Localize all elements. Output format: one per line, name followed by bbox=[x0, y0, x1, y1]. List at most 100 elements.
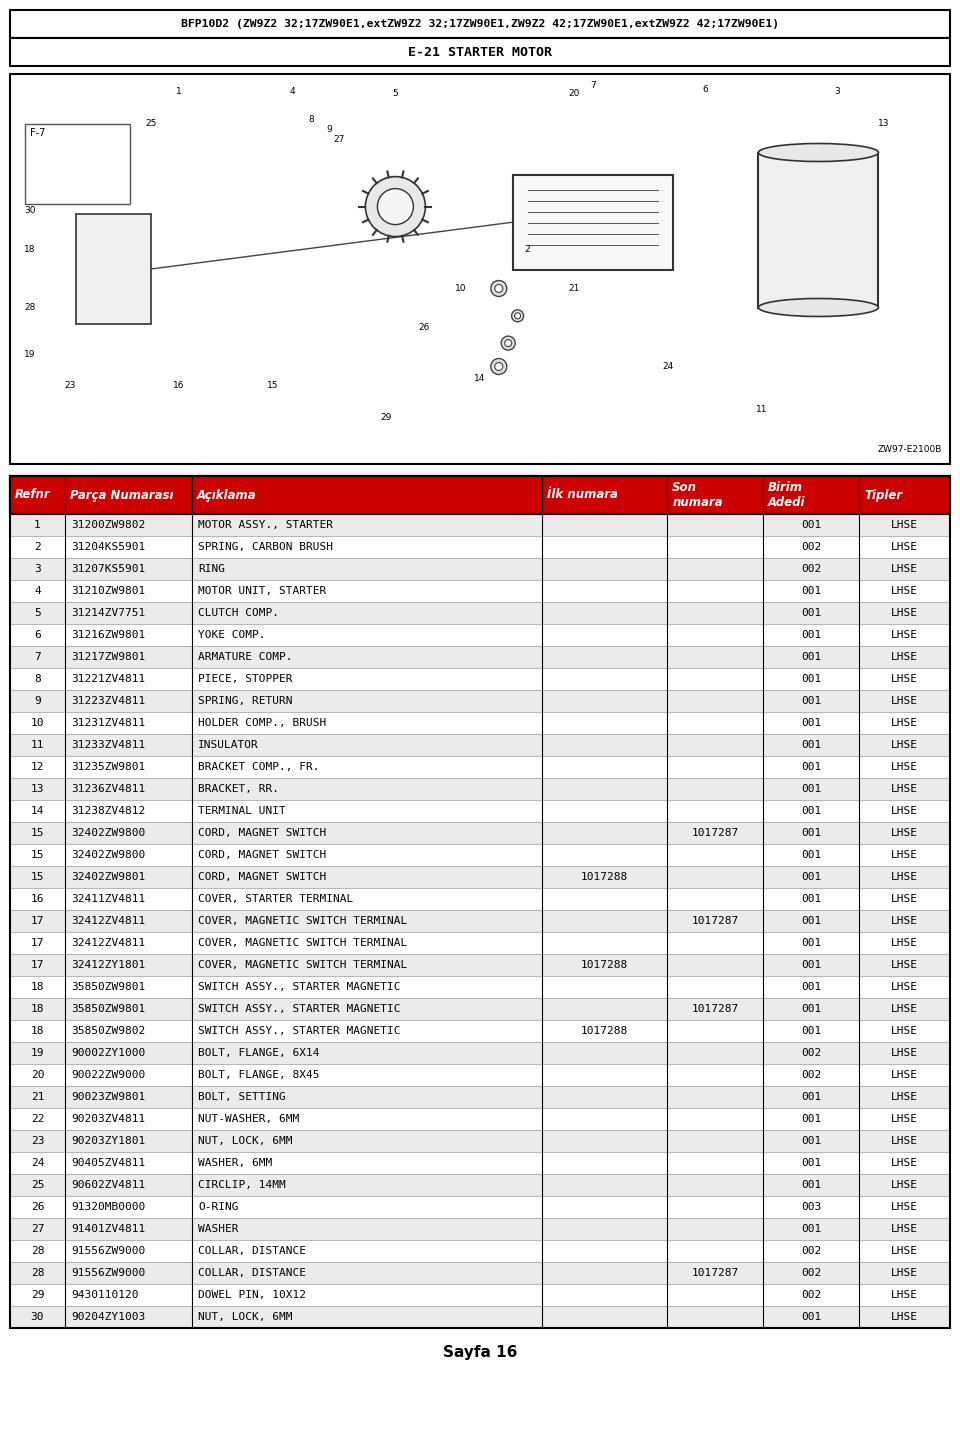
Bar bbox=[10, 601, 950, 625]
Text: 27: 27 bbox=[333, 135, 345, 143]
Text: CLUTCH COMP.: CLUTCH COMP. bbox=[198, 609, 279, 619]
Text: SWITCH ASSY., STARTER MAGNETIC: SWITCH ASSY., STARTER MAGNETIC bbox=[198, 1004, 400, 1014]
Bar bbox=[10, 668, 950, 690]
Text: 10: 10 bbox=[455, 284, 467, 293]
Text: 6: 6 bbox=[34, 630, 41, 640]
Text: 2: 2 bbox=[34, 542, 41, 552]
Text: Birim
Adedi: Birim Adedi bbox=[768, 481, 805, 509]
Text: 15: 15 bbox=[31, 827, 44, 838]
Text: 23: 23 bbox=[31, 1136, 44, 1146]
Text: 19: 19 bbox=[31, 1048, 44, 1058]
Text: 19: 19 bbox=[24, 351, 36, 359]
Text: 35850ZW9801: 35850ZW9801 bbox=[71, 982, 146, 993]
Bar bbox=[10, 1085, 950, 1108]
Text: 15: 15 bbox=[31, 851, 44, 861]
Text: 002: 002 bbox=[801, 1290, 822, 1300]
Text: SWITCH ASSY., STARTER MAGNETIC: SWITCH ASSY., STARTER MAGNETIC bbox=[198, 982, 400, 993]
Text: 31217ZW9801: 31217ZW9801 bbox=[71, 652, 146, 662]
Bar bbox=[10, 1152, 950, 1174]
Text: 16: 16 bbox=[31, 894, 44, 904]
Text: 31233ZV4811: 31233ZV4811 bbox=[71, 740, 146, 751]
Text: 17: 17 bbox=[31, 916, 44, 926]
Circle shape bbox=[512, 310, 523, 322]
Text: 23: 23 bbox=[64, 381, 76, 390]
Text: 28: 28 bbox=[31, 1246, 44, 1256]
Text: LHSE: LHSE bbox=[891, 982, 919, 993]
Bar bbox=[10, 646, 950, 668]
Text: RING: RING bbox=[198, 564, 225, 574]
Text: 6: 6 bbox=[703, 84, 708, 94]
Text: 28: 28 bbox=[31, 1268, 44, 1278]
Text: 22: 22 bbox=[31, 1114, 44, 1124]
Circle shape bbox=[491, 281, 507, 297]
Text: 1017288: 1017288 bbox=[581, 872, 629, 882]
Text: 13: 13 bbox=[878, 119, 890, 129]
Text: 15: 15 bbox=[268, 381, 279, 390]
Text: 29: 29 bbox=[31, 1290, 44, 1300]
Text: LHSE: LHSE bbox=[891, 674, 919, 684]
Text: LHSE: LHSE bbox=[891, 1179, 919, 1190]
Circle shape bbox=[366, 177, 425, 236]
Bar bbox=[10, 1306, 950, 1327]
Text: LHSE: LHSE bbox=[891, 872, 919, 882]
Circle shape bbox=[505, 339, 512, 346]
Bar bbox=[10, 580, 950, 601]
Text: 10: 10 bbox=[31, 719, 44, 727]
Text: COVER, STARTER TERMINAL: COVER, STARTER TERMINAL bbox=[198, 894, 353, 904]
Text: 14: 14 bbox=[31, 806, 44, 816]
Text: 002: 002 bbox=[801, 542, 822, 552]
Bar bbox=[10, 536, 950, 558]
Text: 15: 15 bbox=[31, 872, 44, 882]
Bar bbox=[10, 1042, 950, 1064]
Text: NUT, LOCK, 6MM: NUT, LOCK, 6MM bbox=[198, 1311, 293, 1321]
Text: 2: 2 bbox=[524, 245, 530, 254]
Text: 001: 001 bbox=[801, 1136, 822, 1146]
Text: 001: 001 bbox=[801, 696, 822, 706]
Circle shape bbox=[494, 362, 503, 371]
Text: ZW97-E2100B: ZW97-E2100B bbox=[877, 445, 942, 454]
Text: 1017287: 1017287 bbox=[691, 827, 739, 838]
Text: 17: 17 bbox=[31, 961, 44, 969]
Bar bbox=[10, 38, 950, 67]
Text: 91401ZV4811: 91401ZV4811 bbox=[71, 1224, 146, 1235]
Text: 001: 001 bbox=[801, 630, 822, 640]
Bar bbox=[10, 477, 950, 1327]
Text: 9: 9 bbox=[326, 125, 332, 133]
Text: 21: 21 bbox=[31, 1093, 44, 1103]
Text: 90203ZV4811: 90203ZV4811 bbox=[71, 1114, 146, 1124]
Text: LHSE: LHSE bbox=[891, 1290, 919, 1300]
Text: 32402ZW9801: 32402ZW9801 bbox=[71, 872, 146, 882]
Text: BOLT, SETTING: BOLT, SETTING bbox=[198, 1093, 286, 1103]
Text: 18: 18 bbox=[31, 1026, 44, 1036]
Text: 002: 002 bbox=[801, 1048, 822, 1058]
Bar bbox=[10, 1020, 950, 1042]
Text: 31200ZW9802: 31200ZW9802 bbox=[71, 520, 146, 530]
Text: 31204KS5901: 31204KS5901 bbox=[71, 542, 146, 552]
Text: 4: 4 bbox=[289, 87, 295, 97]
Text: 90602ZV4811: 90602ZV4811 bbox=[71, 1179, 146, 1190]
Text: 001: 001 bbox=[801, 1179, 822, 1190]
Text: 9: 9 bbox=[34, 696, 41, 706]
Text: 001: 001 bbox=[801, 784, 822, 794]
Bar bbox=[10, 1240, 950, 1262]
Text: DOWEL PIN, 10X12: DOWEL PIN, 10X12 bbox=[198, 1290, 306, 1300]
Text: 17: 17 bbox=[31, 938, 44, 948]
Text: BFP10D2 (ZW9Z2 32;17ZW90E1,extZW9Z2 32;17ZW90E1,ZW9Z2 42;17ZW90E1,extZW9Z2 42;17: BFP10D2 (ZW9Z2 32;17ZW90E1,extZW9Z2 32;1… bbox=[180, 19, 780, 29]
Text: 001: 001 bbox=[801, 806, 822, 816]
Text: LHSE: LHSE bbox=[891, 609, 919, 619]
Bar bbox=[10, 514, 950, 536]
Text: 31238ZV4812: 31238ZV4812 bbox=[71, 806, 146, 816]
Text: 31236ZV4811: 31236ZV4811 bbox=[71, 784, 146, 794]
Bar bbox=[25, 125, 130, 204]
Bar bbox=[10, 953, 950, 977]
Bar bbox=[10, 977, 950, 998]
Text: SPRING, RETURN: SPRING, RETURN bbox=[198, 696, 293, 706]
Text: Tipler: Tipler bbox=[864, 488, 902, 501]
Text: COVER, MAGNETIC SWITCH TERMINAL: COVER, MAGNETIC SWITCH TERMINAL bbox=[198, 938, 407, 948]
Bar bbox=[10, 711, 950, 735]
Text: LHSE: LHSE bbox=[891, 1311, 919, 1321]
Text: Açıklama: Açıklama bbox=[197, 488, 256, 501]
Text: 13: 13 bbox=[31, 784, 44, 794]
Text: 31207KS5901: 31207KS5901 bbox=[71, 564, 146, 574]
Text: 35850ZW9802: 35850ZW9802 bbox=[71, 1026, 146, 1036]
